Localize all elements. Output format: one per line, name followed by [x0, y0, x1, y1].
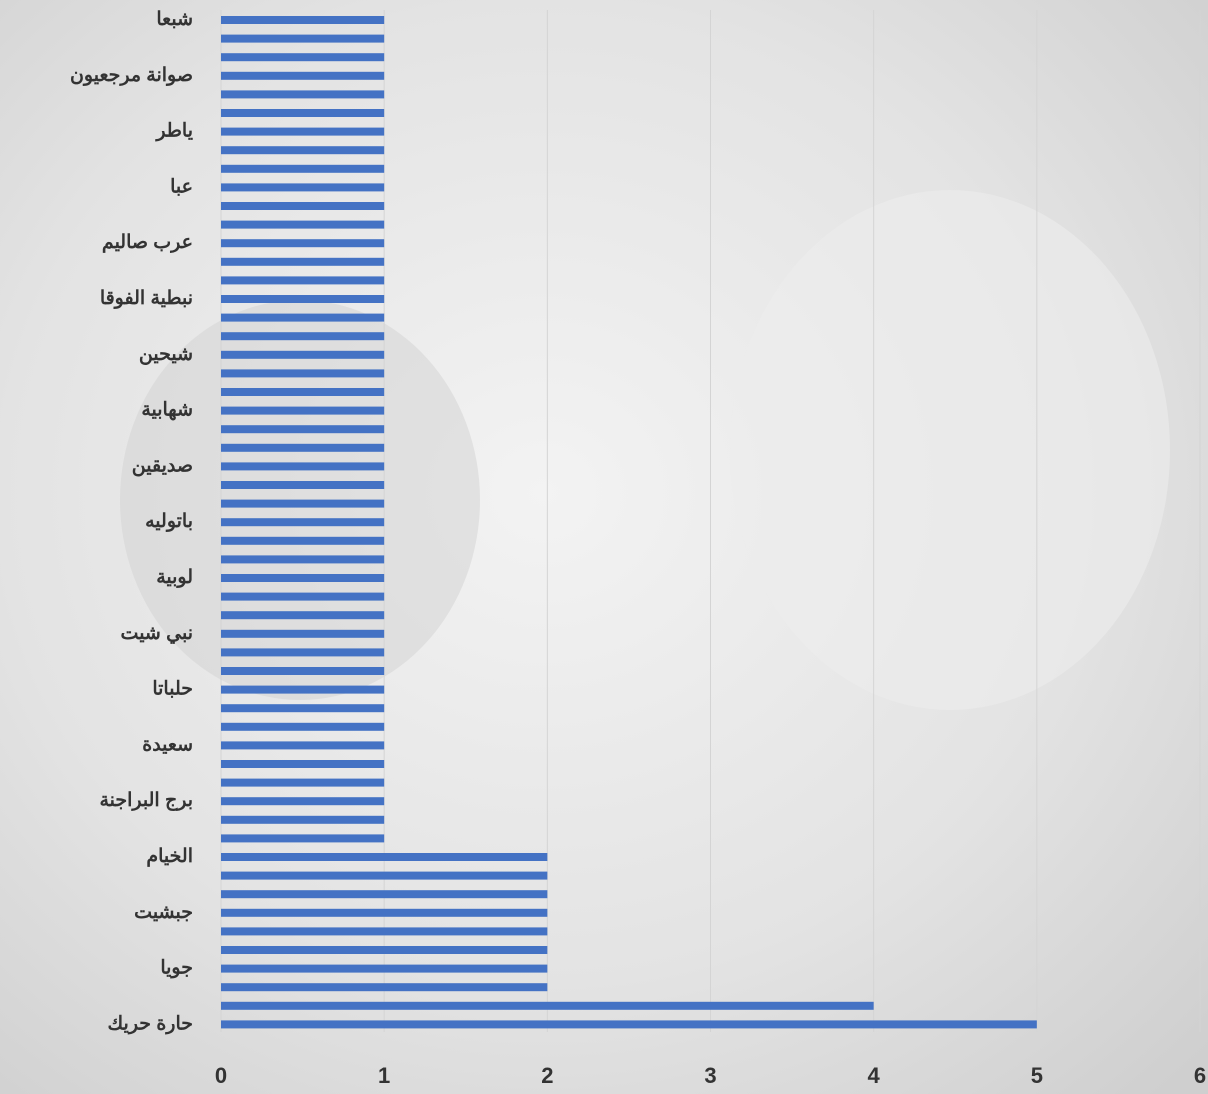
- bar: [221, 1020, 1037, 1028]
- x-tick-label: 3: [704, 1063, 716, 1088]
- bar: [221, 221, 384, 229]
- x-tick-label: 5: [1031, 1063, 1043, 1088]
- y-tick-label: جويا: [160, 958, 193, 979]
- bar: [221, 35, 384, 43]
- y-tick-label: صوانة مرجعيون: [70, 65, 193, 86]
- bar: [221, 72, 384, 80]
- bar: [221, 128, 384, 136]
- bar: [221, 965, 547, 973]
- bar: [221, 53, 384, 61]
- x-tick-label: 4: [868, 1063, 881, 1088]
- y-tick-label: شهابية: [141, 400, 193, 421]
- bar: [221, 797, 384, 805]
- bar: [221, 909, 547, 917]
- y-tick-label: برج البراجنة: [99, 790, 193, 811]
- bar: [221, 741, 384, 749]
- bar: [221, 425, 384, 433]
- bar: [221, 667, 384, 675]
- x-tick-label: 2: [541, 1063, 553, 1088]
- bar: [221, 890, 547, 898]
- bar: [221, 295, 384, 303]
- y-tick-label: عرب صاليم: [102, 232, 193, 253]
- bar: [221, 444, 384, 452]
- bar: [221, 518, 384, 526]
- bar: [221, 369, 384, 377]
- bar: [221, 276, 384, 284]
- bar: [221, 407, 384, 415]
- bar: [221, 574, 384, 582]
- bar: [221, 351, 384, 359]
- bar: [221, 109, 384, 117]
- bar: [221, 16, 384, 24]
- bar: [221, 183, 384, 191]
- bar: [221, 686, 384, 694]
- bar: [221, 760, 384, 768]
- y-tick-label: جبشيت: [134, 902, 193, 923]
- bar: [221, 388, 384, 396]
- bar: [221, 165, 384, 173]
- y-tick-label: شيحين: [139, 344, 193, 365]
- bar: [221, 853, 547, 861]
- cloud: [730, 190, 1170, 710]
- bar: [221, 146, 384, 154]
- bar: [221, 500, 384, 508]
- y-tick-label: حارة حريك: [108, 1013, 193, 1034]
- bar: [221, 332, 384, 340]
- y-tick-label: سعيدة: [142, 734, 193, 755]
- y-tick-label: عبا: [170, 176, 193, 197]
- chart: 0 1 2 3 4 5 6 شبعا صوانة مرجعيون ياطر عبا عرب صاليم…: [0, 0, 1208, 1094]
- bar: [221, 90, 384, 98]
- y-tick-label: ياطر: [154, 121, 193, 142]
- bar: [221, 239, 384, 247]
- y-tick-label: باتوليه: [145, 511, 193, 532]
- bar: [221, 258, 384, 266]
- bar: [221, 723, 384, 731]
- bar: [221, 555, 384, 563]
- y-tick-label: شبعا: [156, 9, 193, 30]
- bar: [221, 314, 384, 322]
- bar: [221, 648, 384, 656]
- y-tick-label: حلباتا: [152, 679, 193, 700]
- bar: [221, 816, 384, 824]
- bar: [221, 611, 384, 619]
- bar: [221, 481, 384, 489]
- bar: [221, 704, 384, 712]
- x-tick-label: 1: [378, 1063, 390, 1088]
- bar: [221, 927, 547, 935]
- bar: [221, 872, 547, 880]
- x-tick-label: 0: [215, 1063, 227, 1088]
- y-tick-label: صديقين: [132, 455, 193, 476]
- bar: [221, 983, 547, 991]
- bar: [221, 779, 384, 787]
- x-tick-label: 6: [1194, 1063, 1206, 1088]
- bar: [221, 593, 384, 601]
- y-tick-label: الخيام: [146, 846, 193, 867]
- y-tick-label: لوبية: [156, 567, 193, 588]
- bar: [221, 537, 384, 545]
- bar: [221, 834, 384, 842]
- bar: [221, 462, 384, 470]
- y-tick-label: نبي شيت: [121, 623, 193, 645]
- bar: [221, 202, 384, 210]
- bar: [221, 630, 384, 638]
- y-tick-label: نبطية الفوقا: [100, 288, 193, 309]
- bar: [221, 946, 547, 954]
- bar: [221, 1002, 874, 1010]
